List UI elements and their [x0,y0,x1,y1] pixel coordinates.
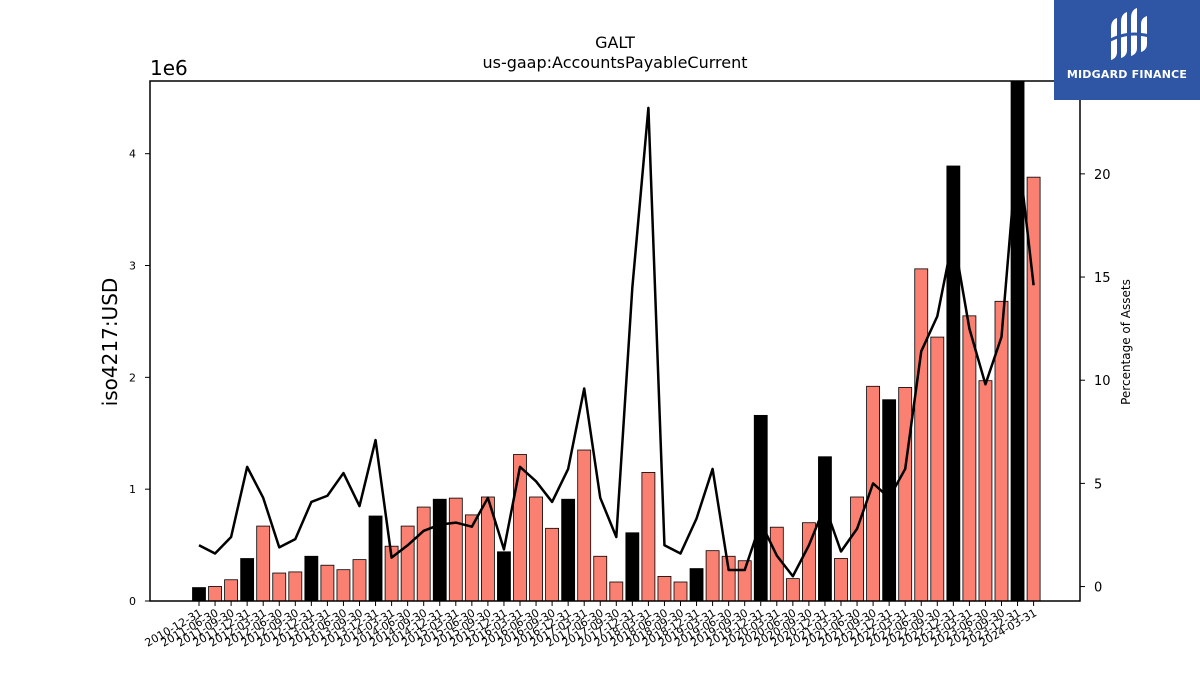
bar-annual [561,498,576,602]
bar-quarter [593,555,608,602]
y-multiplier-label: 1e6 [150,56,188,80]
y2-tick-label: 20 [1094,168,1111,183]
bar-quarter [994,300,1009,602]
logo-text: MIDGARD FINANCE [1066,68,1188,81]
y-tick-label: 1 [129,483,136,496]
bar-quarter [962,315,977,602]
bar-quarter [673,581,688,602]
bar-quarter [288,571,303,602]
bar-annual [192,587,206,602]
bar-annual [946,165,961,602]
bar-quarter [400,525,415,602]
bar-quarter [930,336,945,602]
bar-annual [368,515,383,602]
bar-quarter [320,564,335,602]
bar-quarter [513,454,527,602]
bar-quarter [914,268,929,602]
y2-axis-label: Percentage of Assets [1119,279,1133,405]
bar-annual [753,414,768,602]
bar-annual [240,558,255,602]
bar-quarter [448,497,463,602]
y-tick-label: 3 [129,260,136,273]
bar-quarter [641,471,656,602]
y-tick-label: 2 [129,371,136,384]
y2-tick-label: 10 [1094,374,1111,389]
bar-quarter [785,578,800,602]
bar-quarter [898,387,913,602]
bar-quarter [224,579,239,602]
bar-quarter [256,525,271,602]
bar-quarter [978,380,993,602]
bar-annual [625,532,640,602]
brand-logo: MIDGARD FINANCE [1054,0,1200,100]
plot-frame [149,80,1081,602]
bar-annual [882,399,897,602]
bar-quarter [352,559,367,602]
bar-quarter [529,496,543,602]
bar-quarter [657,576,672,602]
bar-quarter [705,550,720,602]
bar-quarter [272,572,287,602]
bar-annual [818,456,832,602]
y2-tick-label: 15 [1094,271,1111,286]
bar-quarter [416,506,431,602]
bar-quarter [609,581,624,602]
bar-annual [497,551,511,602]
y-axis-label: iso4217:USD [98,278,122,407]
bar-quarter [834,558,848,602]
y2-tick-label: 0 [1094,581,1102,596]
y2-tick-label: 5 [1094,477,1102,492]
bar-annual [432,498,447,602]
y-tick-label: 0 [129,595,136,608]
bar-quarter [769,526,784,602]
y-tick-label: 4 [129,148,136,161]
bar-quarter [577,449,592,602]
midgard-logo-icon [1106,8,1150,60]
chart-title: GALT [595,33,635,52]
bar-quarter [545,527,559,602]
bar-annual [304,555,319,602]
bar-quarter [208,586,222,602]
bar-quarter [336,569,351,602]
bar-annual [689,568,704,602]
pct-of-assets-line [198,106,1035,578]
chart-subtitle: us-gaap:AccountsPayableCurrent [482,53,747,72]
